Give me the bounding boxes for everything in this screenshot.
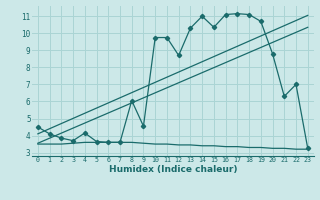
X-axis label: Humidex (Indice chaleur): Humidex (Indice chaleur) [108,165,237,174]
